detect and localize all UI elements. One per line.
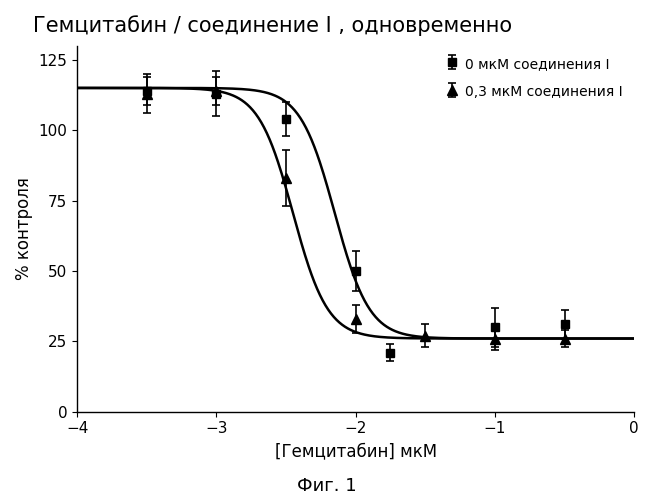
Legend: 0 мкМ соединения I, 0,3 мкМ соединения I: 0 мкМ соединения I, 0,3 мкМ соединения I [440, 52, 627, 103]
X-axis label: [Гемцитабин] мкМ: [Гемцитабин] мкМ [275, 442, 437, 460]
Text: Гемцитабин / соединение I , одновременно: Гемцитабин / соединение I , одновременно [33, 15, 511, 36]
Y-axis label: % контроля: % контроля [15, 178, 33, 280]
Text: Фиг. 1: Фиг. 1 [297, 477, 357, 495]
